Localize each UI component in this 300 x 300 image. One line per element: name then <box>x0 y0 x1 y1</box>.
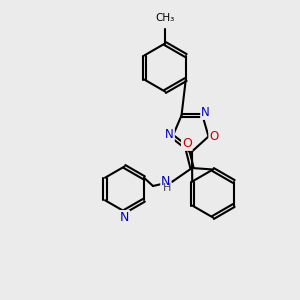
Text: O: O <box>182 137 192 150</box>
Text: N: N <box>201 106 210 119</box>
Text: N: N <box>161 175 171 188</box>
Text: N: N <box>120 211 129 224</box>
Text: H: H <box>163 183 171 193</box>
Text: N: N <box>165 128 174 142</box>
Text: O: O <box>209 130 218 143</box>
Text: CH₃: CH₃ <box>155 13 175 23</box>
